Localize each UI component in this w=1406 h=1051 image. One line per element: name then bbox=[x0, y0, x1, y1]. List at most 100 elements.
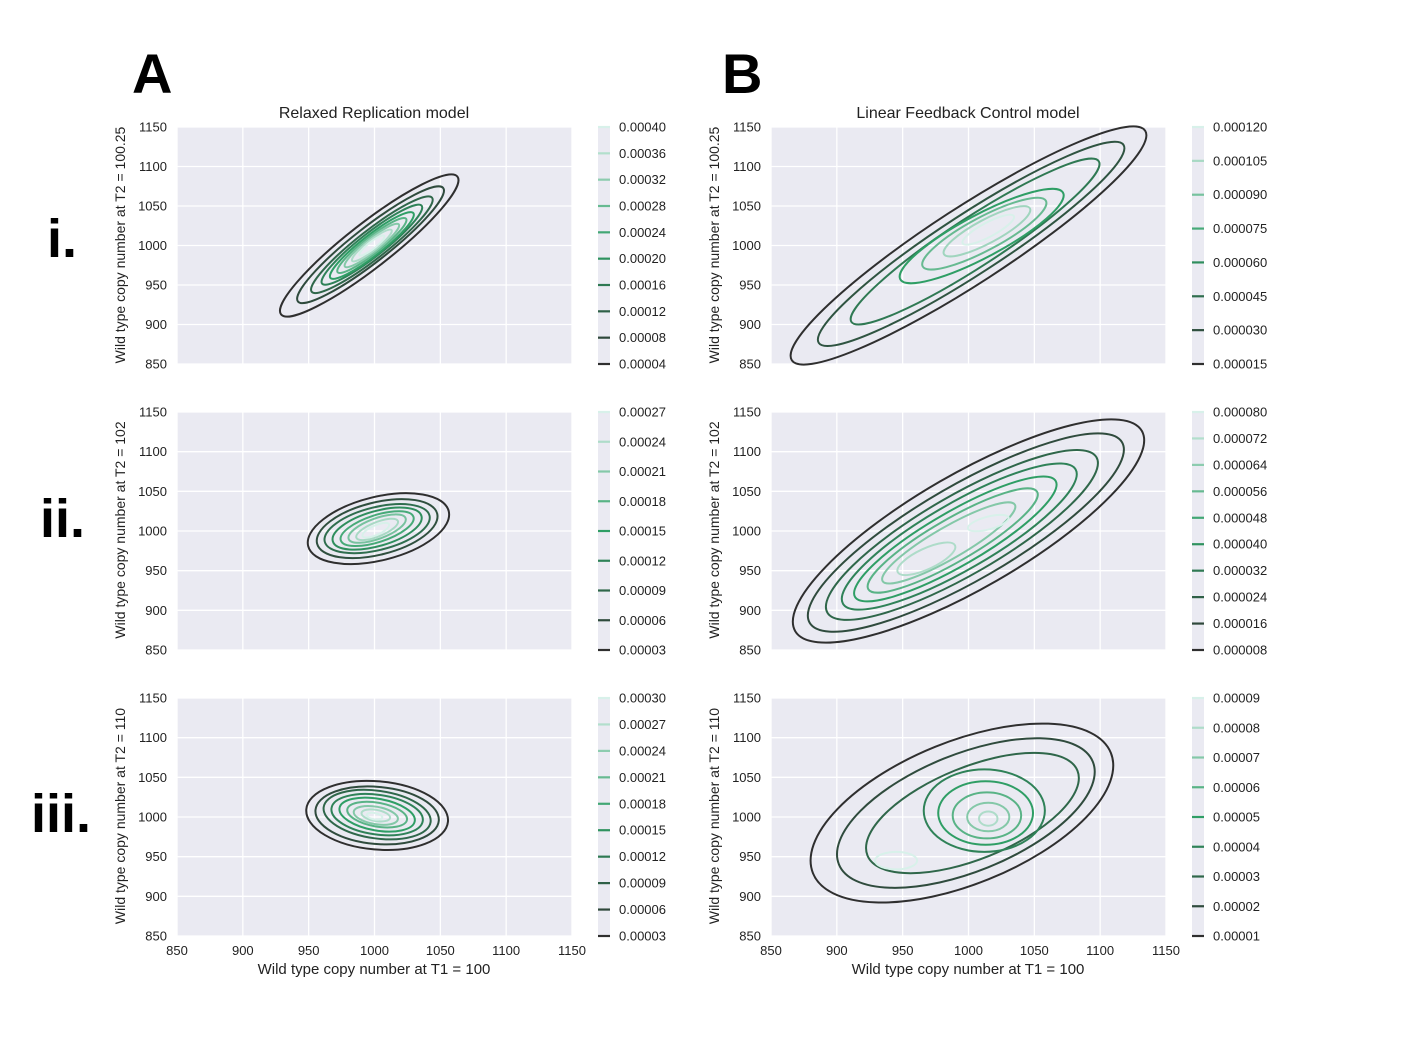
density-contour bbox=[966, 801, 1011, 833]
density-contour bbox=[323, 503, 431, 555]
colorbar-tick-label: 0.00004 bbox=[619, 357, 666, 372]
colorbar-tick-label: 0.00018 bbox=[619, 494, 666, 509]
colorbar-tick-label: 0.00004 bbox=[1213, 839, 1260, 854]
y-axis-label-b-ii: Wild type copy number at T2 = 102 bbox=[706, 421, 722, 638]
panel-b-iii: 850 900 950 1000 1050 1100 1150 850 900 950 1000 10… bbox=[732, 691, 1260, 959]
colorbar-tick-label: 0.00006 bbox=[619, 902, 666, 917]
colorbar-tick-label: 0.00008 bbox=[1213, 720, 1260, 735]
colorbar-tick-label: 0.00020 bbox=[619, 251, 666, 266]
colorbar: 0.000008 0.000016 0.000024 0.000032 0.000040… bbox=[1192, 405, 1267, 658]
colorbar-tick-label: 0.000048 bbox=[1213, 510, 1267, 525]
panel-a-i: 85090095010001050110011500.000040.000080… bbox=[138, 120, 666, 372]
y-tick-label: 850 bbox=[739, 929, 761, 944]
density-contour bbox=[853, 475, 1058, 603]
row-label-ii: ii. bbox=[40, 489, 85, 549]
y-tick-label: 1100 bbox=[733, 444, 761, 459]
y-tick-label: 1150 bbox=[139, 691, 167, 706]
density-contour bbox=[849, 157, 1101, 326]
panel-b-ii: 850 900 950 1000 1050 1100 1150 0.000008 0.00001… bbox=[732, 405, 1267, 658]
colorbar-tick-label: 0.00027 bbox=[619, 405, 666, 420]
colorbar-tick-label: 0.000032 bbox=[1213, 563, 1267, 578]
x-tick-label: 850 bbox=[760, 943, 782, 958]
y-tick-label: 1000 bbox=[138, 524, 167, 539]
density-contour bbox=[336, 216, 408, 275]
colorbar: 0.00003 0.00006 0.00009 0.00012 0.00015 0.000… bbox=[598, 691, 666, 944]
density-contour bbox=[360, 808, 392, 823]
y-tick-label: 1000 bbox=[732, 238, 761, 253]
colorbar-tick-label: 0.000016 bbox=[1213, 616, 1267, 631]
colorbar-tick-label: 0.00036 bbox=[619, 146, 666, 161]
density-contour bbox=[816, 140, 1126, 348]
y-tick-label: 1050 bbox=[138, 484, 167, 499]
y-tick-label: 900 bbox=[145, 889, 167, 904]
y-tick-label: 850 bbox=[145, 357, 167, 372]
y-tick-label: 950 bbox=[739, 278, 761, 293]
colorbar-tick-label: 0.00006 bbox=[619, 613, 666, 628]
colorbar-tick-label: 0.00006 bbox=[1213, 780, 1260, 795]
y-tick-label: 1050 bbox=[138, 770, 167, 785]
colorbar-tick-label: 0.000030 bbox=[1213, 323, 1267, 338]
colorbar-tick-label: 0.00007 bbox=[1213, 750, 1260, 765]
colorbar-tick-label: 0.00008 bbox=[619, 330, 666, 345]
colorbar-tick-label: 0.00009 bbox=[619, 876, 666, 891]
y-tick-label: 1050 bbox=[732, 199, 761, 214]
density-contour bbox=[881, 501, 1017, 585]
density-contour bbox=[921, 196, 1048, 271]
colorbar-tick-label: 0.00012 bbox=[619, 849, 666, 864]
colorbar-tick-label: 0.000024 bbox=[1213, 590, 1267, 605]
density-contour bbox=[874, 850, 919, 871]
colorbar-tick-label: 0.000060 bbox=[1213, 255, 1267, 270]
density-contour bbox=[331, 506, 423, 551]
density-contour bbox=[343, 222, 401, 269]
y-tick-label: 1100 bbox=[139, 159, 167, 174]
y-axis-label-a-ii: Wild type copy number at T2 = 102 bbox=[112, 421, 128, 638]
x-tick-label: 850 bbox=[166, 943, 188, 958]
y-axis-label-a-i: Wild type copy number at T2 = 100.25 bbox=[112, 126, 128, 363]
density-contour bbox=[278, 173, 460, 318]
x-tick-label: 1150 bbox=[1152, 943, 1180, 958]
colorbar-tick-label: 0.00021 bbox=[619, 464, 666, 479]
colorbar-tick-label: 0.00009 bbox=[1213, 691, 1260, 706]
y-axis-label-b-iii: Wild type copy number at T2 = 110 bbox=[706, 708, 722, 924]
colorbar-tick-label: 0.00021 bbox=[619, 770, 666, 785]
y-tick-label: 900 bbox=[739, 889, 761, 904]
y-tick-label: 1150 bbox=[733, 120, 761, 135]
panel-a-iii: 850 900 950 1000 1050 1100 1150 850 900 950 1000 10… bbox=[138, 691, 666, 959]
y-tick-label: 900 bbox=[739, 603, 761, 618]
colorbar-tick-label: 0.00003 bbox=[619, 643, 666, 658]
density-contour bbox=[922, 768, 1046, 853]
density-contour bbox=[330, 792, 424, 837]
density-contour bbox=[836, 737, 1096, 889]
y-axis-label-b-i: Wild type copy number at T2 = 100.25 bbox=[706, 126, 722, 363]
colorbar-tick-label: 0.000040 bbox=[1213, 537, 1267, 552]
density-contour bbox=[347, 513, 407, 544]
y-tick-label: 900 bbox=[739, 317, 761, 332]
colorbar-tick-label: 0.00009 bbox=[619, 583, 666, 598]
density-contour bbox=[306, 492, 451, 566]
row-label-i: i. bbox=[47, 209, 77, 269]
density-contour bbox=[866, 487, 1039, 594]
colorbar-tick-label: 0.00012 bbox=[619, 553, 666, 568]
panel-letter-b: B bbox=[722, 42, 762, 105]
density-contour bbox=[339, 510, 415, 548]
panels: 850 900 950 1000 1050 1100 1150 0.00004 0.00008 0… bbox=[138, 120, 1267, 959]
density-contour bbox=[937, 780, 1035, 846]
y-tick-label: 900 bbox=[145, 317, 167, 332]
y-tick-label: 1150 bbox=[733, 691, 761, 706]
y-tick-label: 1000 bbox=[138, 238, 167, 253]
density-contour bbox=[840, 462, 1078, 611]
y-tick-label: 1150 bbox=[139, 120, 167, 135]
y-tick-label: 1150 bbox=[139, 405, 167, 420]
y-tick-label: 1100 bbox=[139, 444, 167, 459]
x-tick-label: 1050 bbox=[1020, 943, 1049, 958]
y-tick-label: 1050 bbox=[138, 199, 167, 214]
density-contour bbox=[809, 722, 1115, 904]
density-contour bbox=[314, 785, 440, 846]
y-tick-label: 950 bbox=[739, 563, 761, 578]
colorbar-tick-label: 0.00012 bbox=[619, 304, 666, 319]
density-contour bbox=[942, 205, 1032, 258]
colorbar: 0.00004 0.00008 0.00012 0.00016 0.00020 0.000… bbox=[598, 120, 666, 372]
density-contour bbox=[365, 811, 384, 821]
density-contour bbox=[865, 751, 1080, 875]
